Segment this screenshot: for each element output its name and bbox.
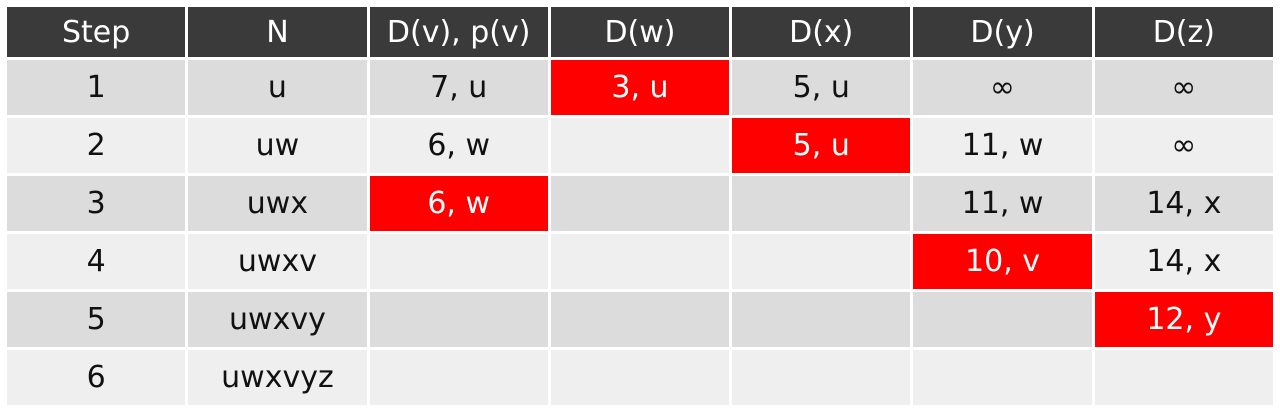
cell-dz: 12, y (1094, 292, 1273, 347)
header-dz: D(z) (1094, 7, 1273, 57)
cell-dw (550, 292, 730, 347)
header-dy: D(y) (913, 7, 1092, 57)
dijkstra-table: Step N D(v), p(v) D(w) D(x) D(y) D(z) 1 … (4, 4, 1276, 408)
cell-n: uwxvy (188, 292, 367, 347)
table-row: 2 uw 6, w 5, u 11, w ∞ (7, 118, 1273, 173)
cell-dx (732, 292, 911, 347)
cell-dx (732, 176, 911, 231)
cell-n: u (188, 60, 367, 115)
cell-step: 6 (7, 350, 186, 405)
cell-dy (913, 292, 1092, 347)
cell-dx (732, 350, 911, 405)
cell-dx (732, 234, 911, 289)
cell-dw (550, 118, 730, 173)
table-row: 5 uwxvy 12, y (7, 292, 1273, 347)
table-row: 1 u 7, u 3, u 5, u ∞ ∞ (7, 60, 1273, 115)
cell-dy: ∞ (913, 60, 1092, 115)
cell-dz: 14, x (1094, 176, 1273, 231)
cell-dz (1094, 350, 1273, 405)
cell-step: 4 (7, 234, 186, 289)
cell-step: 5 (7, 292, 186, 347)
cell-dv: 6, w (369, 176, 548, 231)
cell-n: uwxv (188, 234, 367, 289)
cell-n: uw (188, 118, 367, 173)
cell-n: uwxvyz (188, 350, 367, 405)
header-dv: D(v), p(v) (369, 7, 548, 57)
cell-dx: 5, u (732, 60, 911, 115)
table-row: 6 uwxvyz (7, 350, 1273, 405)
cell-n: uwx (188, 176, 367, 231)
header-dx: D(x) (732, 7, 911, 57)
header-row: Step N D(v), p(v) D(w) D(x) D(y) D(z) (7, 7, 1273, 57)
cell-dv (369, 350, 548, 405)
cell-dy: 11, w (913, 176, 1092, 231)
cell-dw (550, 234, 730, 289)
cell-dv: 6, w (369, 118, 548, 173)
cell-dw: 3, u (550, 60, 730, 115)
table-row: 3 uwx 6, w 11, w 14, x (7, 176, 1273, 231)
header-step: Step (7, 7, 186, 57)
cell-dw (550, 176, 730, 231)
cell-dv (369, 292, 548, 347)
table-row: 4 uwxv 10, v 14, x (7, 234, 1273, 289)
cell-dz: ∞ (1094, 118, 1273, 173)
cell-step: 1 (7, 60, 186, 115)
cell-step: 3 (7, 176, 186, 231)
cell-dy (913, 350, 1092, 405)
cell-dz: 14, x (1094, 234, 1273, 289)
cell-dz: ∞ (1094, 60, 1273, 115)
cell-dy: 10, v (913, 234, 1092, 289)
cell-dv (369, 234, 548, 289)
cell-dx: 5, u (732, 118, 911, 173)
header-n: N (188, 7, 367, 57)
cell-step: 2 (7, 118, 186, 173)
header-dw: D(w) (550, 7, 730, 57)
cell-dw (550, 350, 730, 405)
cell-dy: 11, w (913, 118, 1092, 173)
cell-dv: 7, u (369, 60, 548, 115)
